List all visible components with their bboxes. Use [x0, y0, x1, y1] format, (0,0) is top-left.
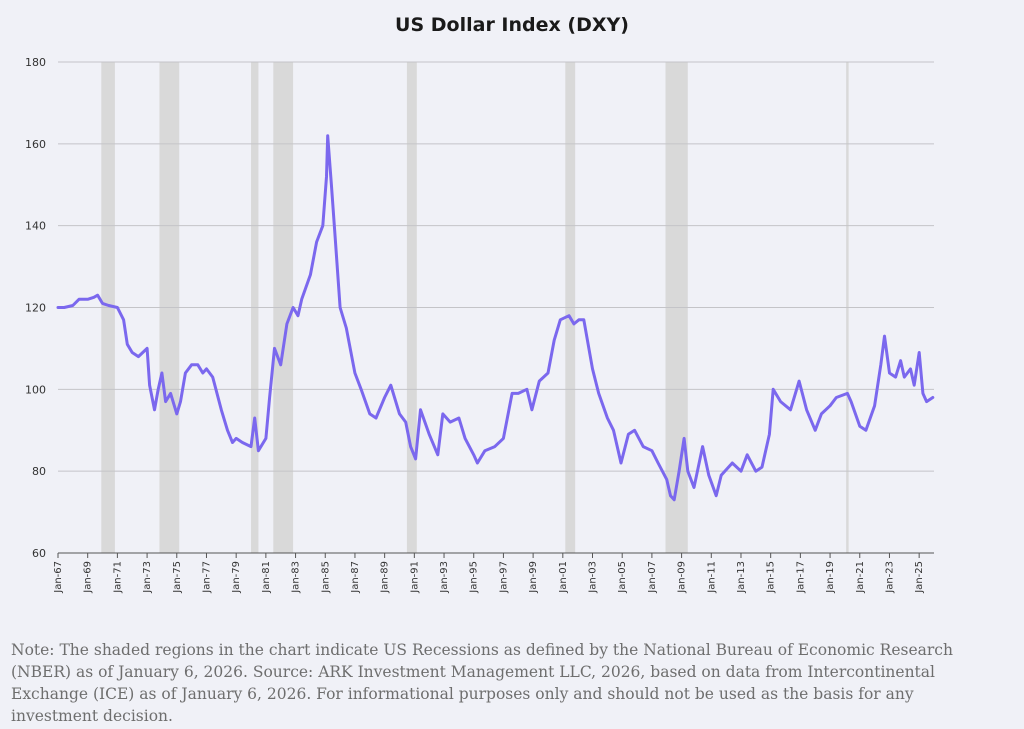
- y-tick-label-120: 120: [25, 302, 46, 315]
- x-tick-label-11: Jan-89: [380, 561, 391, 594]
- x-tick-label-0: Jan-67: [53, 561, 64, 594]
- gridlines: [58, 61, 934, 554]
- x-tick-label-6: Jan-79: [231, 561, 242, 594]
- y-tick-label-100: 100: [25, 383, 46, 396]
- y-tick-label-140: 140: [25, 220, 46, 233]
- chart-title: US Dollar Index (DXY): [395, 14, 629, 36]
- x-tick-label-1: Jan-69: [83, 561, 94, 594]
- x-tick-label-27: Jan-21: [855, 561, 866, 594]
- x-tick-label-20: Jan-07: [647, 561, 658, 594]
- x-tick-label-25: Jan-17: [795, 561, 806, 594]
- x-tick-label-3: Jan-73: [142, 561, 153, 594]
- x-tick-label-4: Jan-75: [172, 561, 183, 594]
- y-tick-label-80: 80: [32, 465, 46, 478]
- x-tick-label-18: Jan-03: [588, 561, 599, 594]
- x-tick-label-23: Jan-13: [736, 561, 747, 594]
- x-axis-ticks: Jan-67 Jan-69 Jan-71 Jan-73 Jan-75 Jan-77 Jan-…: [53, 553, 925, 594]
- x-tick-label-22: Jan-11: [706, 561, 717, 594]
- chart-note: Note: The shaded regions in the chart in…: [11, 641, 953, 725]
- x-tick-label-8: Jan-83: [291, 561, 302, 594]
- x-tick-label-28: Jan-23: [884, 561, 895, 594]
- x-tick-label-12: Jan-91: [409, 561, 420, 594]
- x-tick-label-15: Jan-97: [498, 561, 509, 594]
- y-tick-label-60: 60: [32, 547, 46, 560]
- y-tick-label-180: 180: [25, 56, 46, 69]
- x-tick-label-24: Jan-15: [766, 561, 777, 594]
- series-layer: [56, 134, 935, 502]
- x-tick-label-21: Jan-09: [677, 561, 688, 594]
- x-tick-label-26: Jan-19: [825, 561, 836, 594]
- x-tick-label-5: Jan-77: [201, 561, 212, 594]
- x-tick-label-13: Jan-93: [439, 561, 450, 594]
- x-tick-label-16: Jan-99: [528, 561, 539, 594]
- x-tick-label-9: Jan-85: [320, 561, 331, 594]
- x-tick-label-17: Jan-01: [558, 561, 569, 594]
- x-tick-label-2: Jan-71: [112, 561, 123, 594]
- y-tick-label-160: 160: [25, 138, 46, 151]
- y-axis-ticks: 60 80 100 120 140 160 180: [25, 56, 46, 560]
- x-tick-label-7: Jan-81: [261, 561, 272, 594]
- dxy-series-line: [56, 134, 935, 502]
- x-tick-label-10: Jan-87: [350, 561, 361, 594]
- x-tick-label-29: Jan-25: [914, 561, 925, 594]
- x-tick-label-14: Jan-95: [469, 561, 480, 594]
- x-tick-label-19: Jan-05: [617, 561, 628, 594]
